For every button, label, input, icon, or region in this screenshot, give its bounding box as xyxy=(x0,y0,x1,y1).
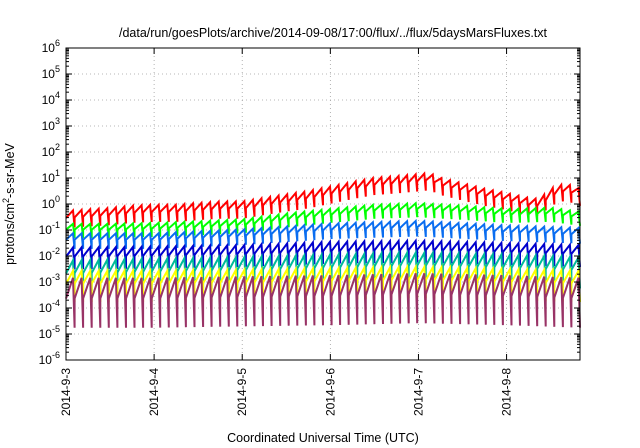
x-tick-label: 2014-9-8 xyxy=(500,368,514,416)
series-line-2 xyxy=(65,201,581,239)
y-tick-label: 10-5 xyxy=(39,324,60,341)
series-line-1 xyxy=(65,171,581,228)
x-tick-label: 2014-9-6 xyxy=(323,368,337,416)
y-tick-label: 102 xyxy=(42,142,60,159)
y-tick-label: 103 xyxy=(42,116,60,133)
y-tick-label: 10-1 xyxy=(39,220,60,237)
y-tick-label: 104 xyxy=(42,90,60,107)
chart-title: /data/run/goesPlots/archive/2014-09-08/1… xyxy=(119,26,548,40)
series-lines xyxy=(65,171,581,328)
x-tick-label: 2014-9-7 xyxy=(411,368,425,416)
series-line-3 xyxy=(65,218,581,250)
series-line-7 xyxy=(65,272,581,328)
y-tick-label: 106 xyxy=(42,38,60,55)
y-axis-label: protons/cm2-s-sr-MeV xyxy=(1,142,17,264)
y-tick-label: 105 xyxy=(42,64,60,81)
x-tick-label: 2014-9-4 xyxy=(147,368,161,416)
series-line-4 xyxy=(65,238,581,270)
y-tick-label: 10-2 xyxy=(39,246,60,263)
y-tick-label: 101 xyxy=(42,168,60,185)
y-tick-label: 100 xyxy=(42,194,60,211)
y-tick-label: 10-4 xyxy=(39,298,60,315)
x-tick-label: 2014-9-5 xyxy=(235,368,249,416)
y-tick-label: 10-3 xyxy=(39,272,60,289)
x-tick-label: 2014-9-3 xyxy=(59,368,73,416)
axes: 10-6 10-5 10-4 10-3 10-2 10-1 100 101 102 103 104 1… xyxy=(39,38,580,416)
y-tick-label: 10-6 xyxy=(39,350,60,367)
x-axis-label: Coordinated Universal Time (UTC) xyxy=(227,431,419,445)
